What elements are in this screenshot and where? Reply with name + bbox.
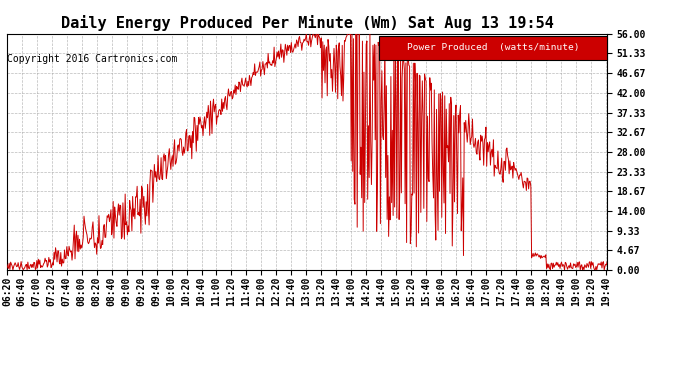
Text: Copyright 2016 Cartronics.com: Copyright 2016 Cartronics.com	[7, 54, 177, 64]
Text: Power Produced  (watts/minute): Power Produced (watts/minute)	[407, 44, 580, 52]
Title: Daily Energy Produced Per Minute (Wm) Sat Aug 13 19:54: Daily Energy Produced Per Minute (Wm) Sa…	[61, 15, 553, 31]
